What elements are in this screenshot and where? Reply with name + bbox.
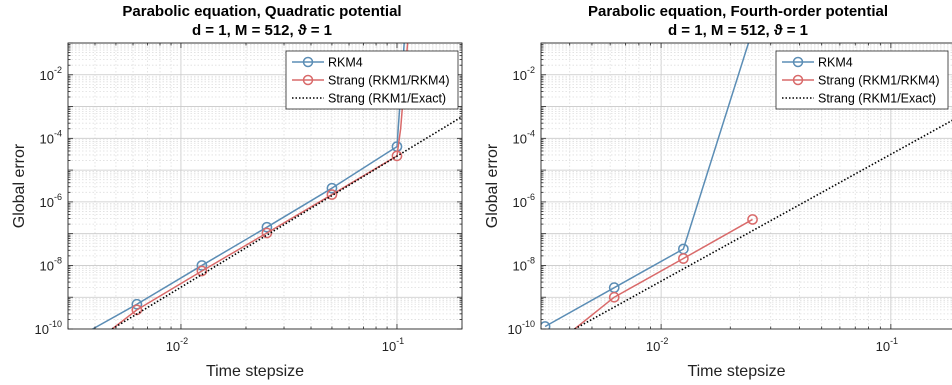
grid	[541, 43, 952, 329]
legend-entry: Strang (RKM1/RKM4)	[818, 74, 940, 88]
data-point	[747, 214, 758, 225]
y-tick-label: 10-2	[40, 65, 62, 83]
series-line-2	[574, 218, 753, 329]
legend-entry: Strang (RKM1/Exact)	[328, 92, 446, 106]
y-tick-label: 10-4	[40, 128, 62, 146]
chart-title-line-1: Parabolic equation, Quadratic potential	[122, 3, 401, 20]
legend-entry: RKM4	[818, 56, 853, 70]
y-tick-label: 10-6	[513, 192, 535, 210]
x-axis-label: Time stepsize	[687, 363, 785, 380]
data-point	[608, 291, 620, 303]
x-tick-label: 10-1	[382, 336, 404, 354]
legend-marker	[792, 56, 804, 68]
chart-panel-1: 10-2 10-1 10-10 10-8 10-6 10-4 10-2 Time stepsi…	[11, 3, 463, 380]
y-tick-label: 10-2	[513, 65, 535, 83]
y-tick-label: 10-10	[35, 319, 62, 337]
x-tick-label: 10-1	[876, 336, 898, 354]
data-point	[678, 253, 689, 264]
data-point	[326, 182, 338, 194]
legend: RKM4 Strang (RKM1/RKM4) Strang (RKM1/Exact…	[285, 50, 459, 110]
data-point	[196, 265, 208, 277]
chart-title-line-2: d = 1, M = 512, ϑ = 1	[192, 22, 332, 39]
ticks	[540, 42, 892, 330]
legend: RKM4 Strang (RKM1/RKM4) Strang (RKM1/Exact…	[775, 50, 949, 110]
x-tick-label: 10-2	[646, 336, 668, 354]
series-line-2	[111, 43, 409, 329]
legend-marker	[302, 74, 314, 86]
axes-frame	[67, 42, 463, 330]
series-group	[92, 43, 462, 329]
x-axis-label: Time stepsize	[206, 363, 304, 380]
legend-entry: Strang (RKM1/RKM4)	[328, 74, 450, 88]
chart-title-line-1: Parabolic equation, Fourth-order potenti…	[588, 3, 888, 20]
y-tick-label: 10-8	[513, 255, 535, 273]
series-line-1	[544, 43, 750, 328]
data-point	[196, 260, 208, 271]
chart-panel-2: 10-2 10-1 10-10 10-8 10-6 10-4 10-2 Time stepsi…	[484, 3, 952, 380]
legend-entry: Strang (RKM1/Exact)	[818, 92, 936, 106]
y-tick-label: 10-6	[40, 192, 62, 210]
x-tick-label: 10-2	[166, 336, 188, 354]
legend-marker	[792, 74, 804, 86]
data-point	[261, 221, 273, 233]
axes-frame	[540, 42, 952, 330]
data-point	[131, 298, 143, 310]
legend-marker	[302, 56, 314, 68]
y-tick-label: 10-10	[508, 319, 535, 337]
data-point	[541, 321, 551, 329]
y-axis-label: Global error	[11, 143, 28, 228]
series-line-1	[92, 43, 405, 329]
data-point	[391, 150, 403, 162]
ticks	[67, 42, 463, 330]
y-tick-label: 10-4	[513, 128, 535, 146]
series-group	[541, 43, 952, 329]
y-axis-label: Global error	[484, 143, 501, 228]
legend-entry: RKM4	[328, 56, 363, 70]
data-point	[326, 189, 338, 200]
chart-title-line-2: d = 1, M = 512, ϑ = 1	[668, 22, 808, 39]
y-tick-label: 10-8	[40, 255, 62, 273]
